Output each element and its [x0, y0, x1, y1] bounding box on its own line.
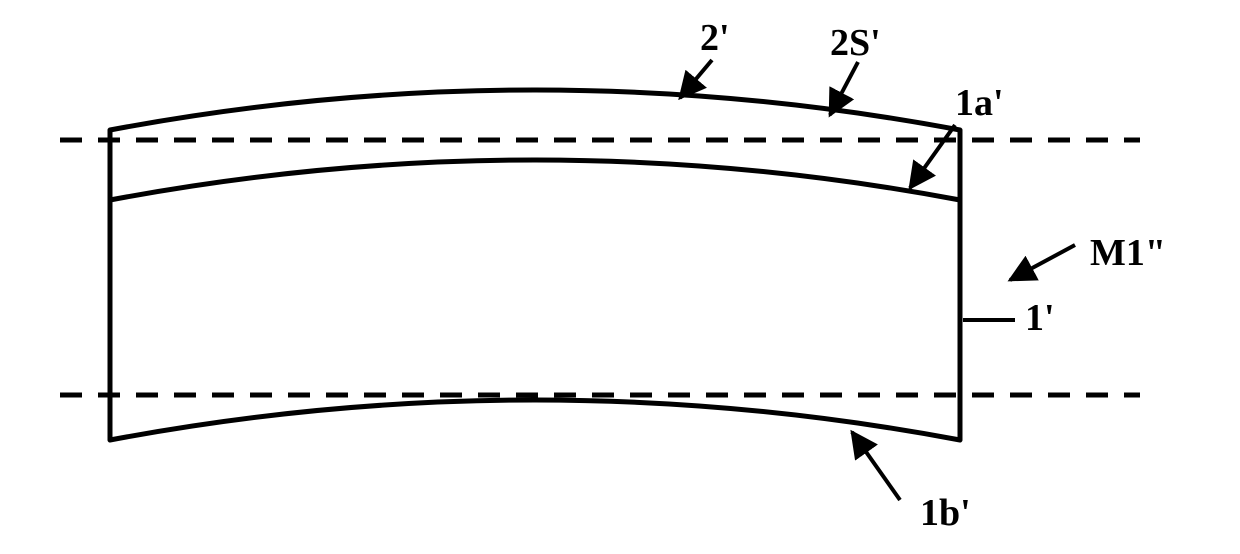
callout-m1-dprime: [1010, 245, 1075, 280]
callout-one-b-prime: [852, 432, 900, 500]
label-two-s-prime: 2S': [830, 22, 881, 64]
callout-two-s-prime: [830, 62, 858, 115]
layer-bottom-surface: [110, 400, 960, 440]
layer-interface: [110, 160, 960, 200]
label-two-prime: 2': [700, 17, 730, 59]
label-one-b-prime: 1b': [920, 492, 971, 534]
label-one-a-prime: 1a': [955, 82, 1004, 124]
label-m1-dprime: M1": [1090, 232, 1166, 274]
callout-two-prime: [680, 60, 712, 98]
label-one-prime: 1': [1025, 297, 1055, 339]
wafer-warp-diagram: 2' 2S' 1a' M1" 1' 1b': [0, 0, 1240, 554]
callout-one-a-prime: [910, 125, 955, 188]
